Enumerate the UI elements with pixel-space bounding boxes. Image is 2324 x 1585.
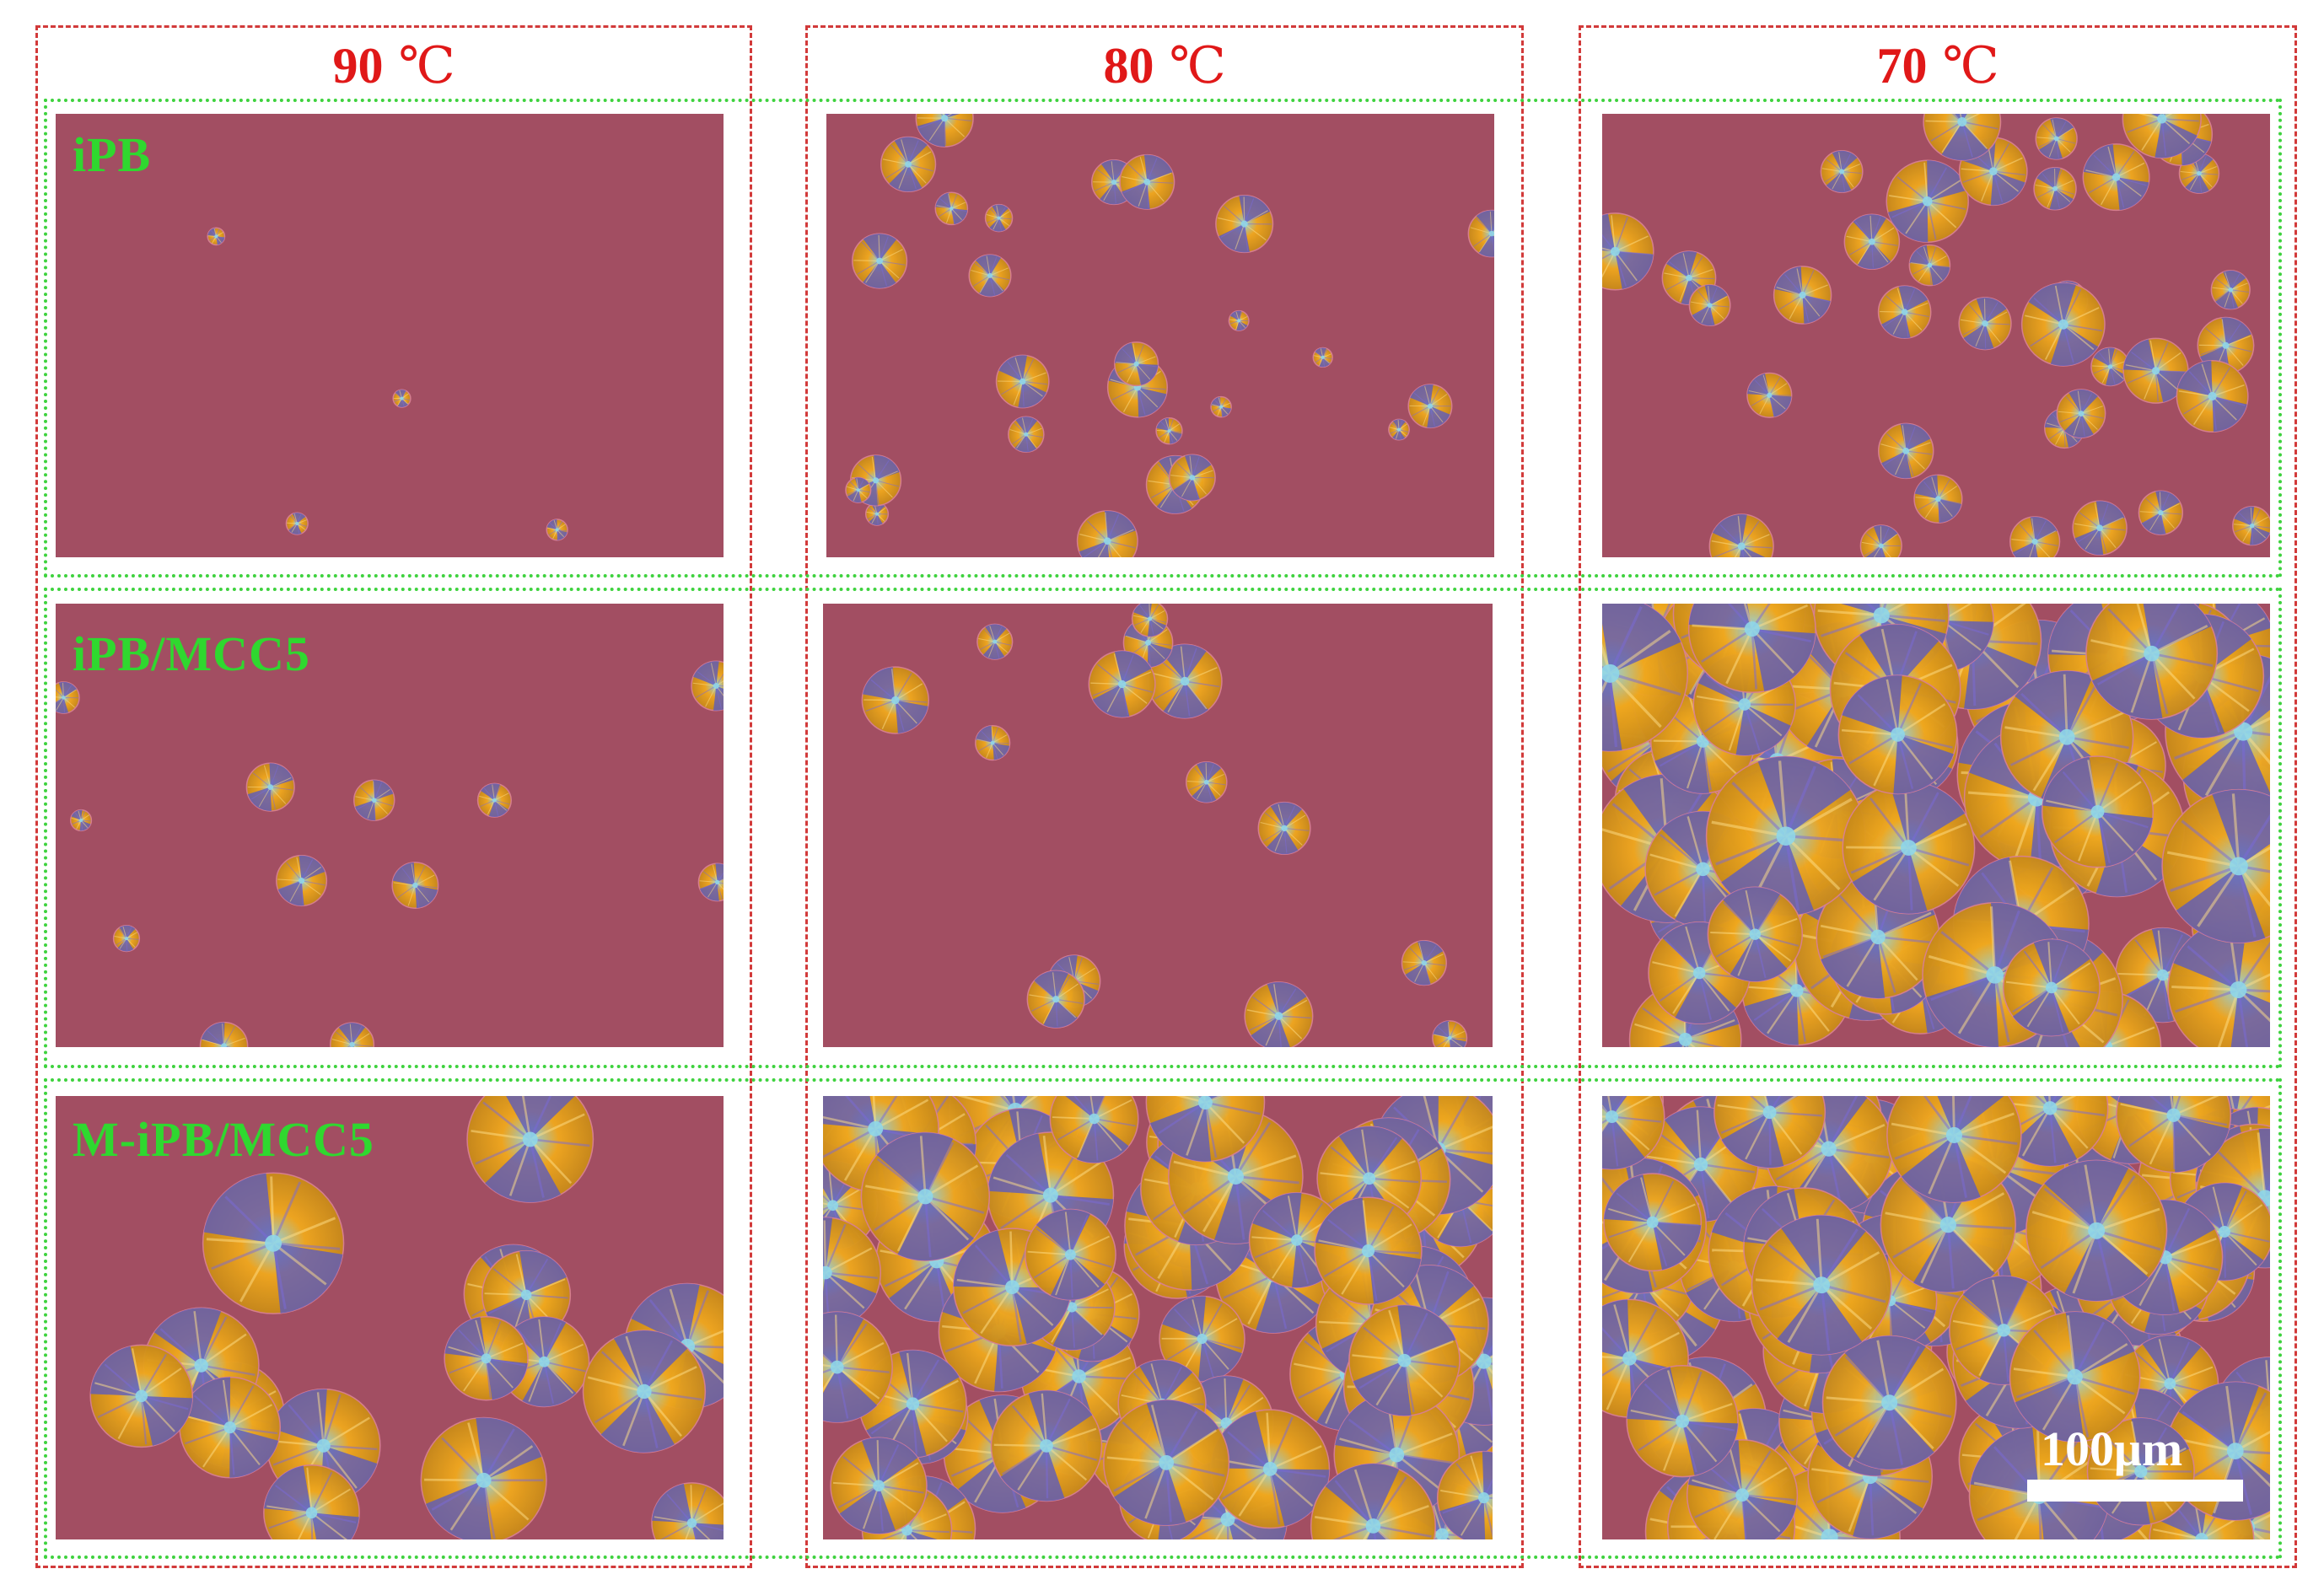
micrograph-image	[56, 114, 724, 557]
row-frame-m-ipb-mcc5	[44, 1078, 2282, 1559]
micrograph-m-ipb-mcc5-70	[1602, 1096, 2270, 1539]
micrograph-ipb-mcc5-70	[1602, 604, 2270, 1047]
micrograph-image	[56, 1096, 724, 1539]
micrograph-image	[823, 604, 1493, 1047]
column-header-value: 80	[1103, 38, 1154, 94]
row-label-m-ipb-mcc5: M-iPB/MCC5	[73, 1112, 374, 1167]
column-header-70: 70 ℃	[1579, 32, 2297, 99]
column-header-80: 80 ℃	[805, 32, 1524, 99]
micrograph-image	[1602, 1096, 2270, 1539]
column-frame-90	[35, 25, 752, 1568]
scale-bar	[2027, 1480, 2243, 1502]
column-header-90: 90 ℃	[35, 32, 752, 99]
micrograph-ipb-70	[1602, 114, 2270, 557]
micrograph-m-ipb-mcc5-90	[56, 1096, 724, 1539]
row-label-ipb-mcc5: iPB/MCC5	[73, 626, 310, 681]
column-header-value: 90	[332, 38, 384, 94]
micrograph-image	[56, 604, 724, 1047]
row-frame-ipb-mcc5	[44, 588, 2282, 1068]
micrograph-image	[823, 1096, 1493, 1539]
column-header-value: 70	[1876, 38, 1928, 94]
column-header-unit: ℃	[398, 38, 455, 94]
micrograph-image	[826, 114, 1494, 557]
scale-bar-label: 100μm	[2041, 1421, 2183, 1476]
row-frame-ipb	[44, 99, 2282, 578]
column-header-unit: ℃	[1169, 38, 1226, 94]
micrograph-image	[1602, 114, 2270, 557]
column-frame-80	[805, 25, 1524, 1568]
micrograph-ipb-90	[56, 114, 724, 557]
micrograph-m-ipb-mcc5-80	[823, 1096, 1493, 1539]
micrograph-ipb-mcc5-90	[56, 604, 724, 1047]
micrograph-image	[1602, 604, 2270, 1047]
column-header-unit: ℃	[1942, 38, 1999, 94]
micrograph-ipb-80	[826, 114, 1494, 557]
column-frame-70	[1579, 25, 2297, 1568]
micrograph-ipb-mcc5-80	[823, 604, 1493, 1047]
row-label-ipb: iPB	[73, 127, 152, 182]
